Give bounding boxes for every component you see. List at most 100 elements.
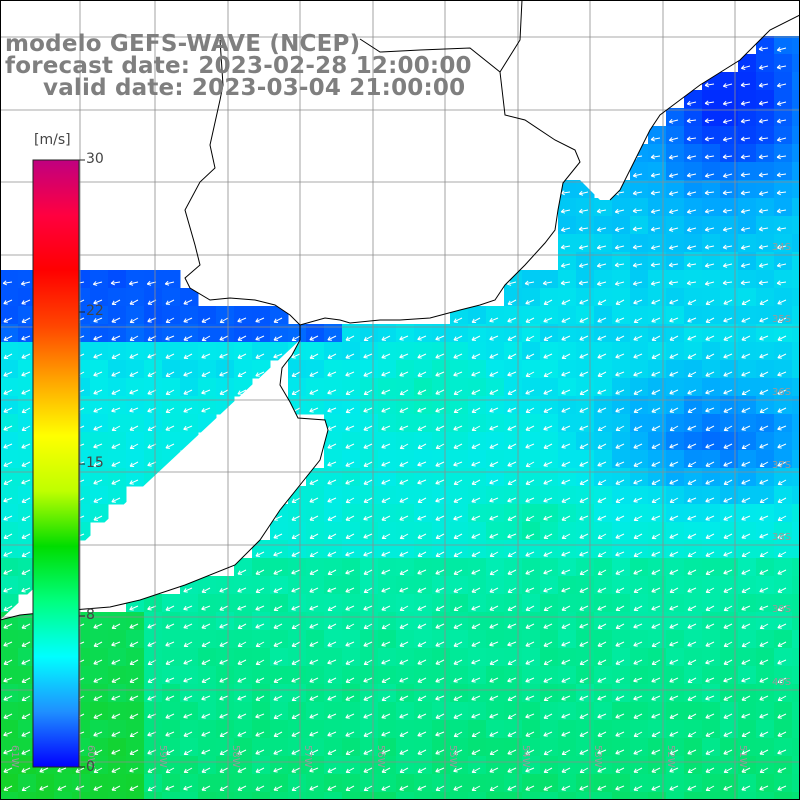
field-cell xyxy=(594,360,613,379)
field-cell xyxy=(702,180,721,199)
field-cell xyxy=(36,756,55,775)
field-cell xyxy=(54,450,73,469)
field-cell xyxy=(522,558,541,577)
field-cell xyxy=(342,702,361,721)
field-cell xyxy=(108,414,127,433)
field-cell xyxy=(486,648,505,667)
field-cell xyxy=(36,360,55,379)
field-cell xyxy=(126,630,145,649)
field-cell xyxy=(756,108,775,127)
field-cell xyxy=(702,90,721,109)
field-cell xyxy=(792,666,800,685)
field-cell xyxy=(486,558,505,577)
field-cell xyxy=(396,594,415,613)
lon-label: 53W xyxy=(592,745,603,768)
field-cell xyxy=(738,306,757,325)
field-cell xyxy=(54,630,73,649)
field-cell xyxy=(792,522,800,541)
field-cell xyxy=(216,720,235,739)
field-cell xyxy=(720,756,739,775)
field-cell xyxy=(756,702,775,721)
field-cell xyxy=(720,558,739,577)
field-cell xyxy=(504,522,523,541)
field-cell xyxy=(288,594,307,613)
field-cell xyxy=(558,270,577,289)
field-cell xyxy=(342,414,361,433)
field-cell xyxy=(486,774,505,793)
field-cell xyxy=(738,180,757,199)
field-cell xyxy=(432,576,451,595)
field-cell xyxy=(126,306,145,325)
field-cell xyxy=(684,126,703,145)
field-cell xyxy=(468,468,487,487)
field-cell xyxy=(54,738,73,757)
field-cell xyxy=(360,522,379,541)
field-cell xyxy=(774,792,793,800)
field-cell xyxy=(540,702,559,721)
field-cell xyxy=(504,414,523,433)
field-cell xyxy=(522,450,541,469)
field-cell xyxy=(72,504,91,523)
field-cell xyxy=(666,144,685,163)
field-cell xyxy=(54,666,73,685)
field-cell xyxy=(270,666,289,685)
field-cell xyxy=(0,774,19,793)
field-cell xyxy=(720,126,739,145)
field-cell xyxy=(396,540,415,559)
lon-label: 57W xyxy=(302,745,313,768)
field-cell xyxy=(702,702,721,721)
field-cell xyxy=(18,720,37,739)
field-cell xyxy=(0,576,19,595)
field-cell xyxy=(684,558,703,577)
field-cell xyxy=(720,414,739,433)
field-cell xyxy=(0,288,19,307)
field-cell xyxy=(648,630,667,649)
field-cell xyxy=(774,414,793,433)
field-cell xyxy=(756,774,775,793)
field-cell xyxy=(702,576,721,595)
field-cell xyxy=(684,288,703,307)
field-cell xyxy=(630,774,649,793)
field-cell xyxy=(0,342,19,361)
field-cell xyxy=(612,432,631,451)
field-cell xyxy=(774,396,793,415)
field-cell xyxy=(414,432,433,451)
field-cell xyxy=(504,648,523,667)
field-cell xyxy=(252,558,271,577)
field-cell xyxy=(306,720,325,739)
wind-arrow xyxy=(220,300,228,304)
field-cell xyxy=(648,432,667,451)
field-cell xyxy=(450,648,469,667)
field-cell xyxy=(36,504,55,523)
field-cell xyxy=(720,72,739,91)
field-cell xyxy=(648,396,667,415)
field-cell xyxy=(774,504,793,523)
field-cell xyxy=(738,558,757,577)
field-cell xyxy=(252,306,271,325)
lon-label: 51W xyxy=(737,745,748,768)
field-cell xyxy=(378,702,397,721)
field-cell xyxy=(234,594,253,613)
field-cell xyxy=(360,576,379,595)
field-cell xyxy=(396,684,415,703)
field-cell xyxy=(342,630,361,649)
field-cell xyxy=(144,288,163,307)
field-cell xyxy=(18,288,37,307)
field-cell xyxy=(468,360,487,379)
field-cell xyxy=(792,648,800,667)
field-cell xyxy=(720,594,739,613)
field-cell xyxy=(162,270,181,289)
field-cell xyxy=(234,612,253,631)
field-cell xyxy=(684,756,703,775)
field-cell xyxy=(108,486,127,505)
field-cell xyxy=(540,720,559,739)
field-cell xyxy=(270,684,289,703)
field-cell xyxy=(126,720,145,739)
field-cell xyxy=(792,180,800,199)
field-cell xyxy=(684,576,703,595)
field-cell xyxy=(612,450,631,469)
field-cell xyxy=(612,738,631,757)
field-cell xyxy=(558,468,577,487)
field-cell xyxy=(36,522,55,541)
field-cell xyxy=(324,702,343,721)
